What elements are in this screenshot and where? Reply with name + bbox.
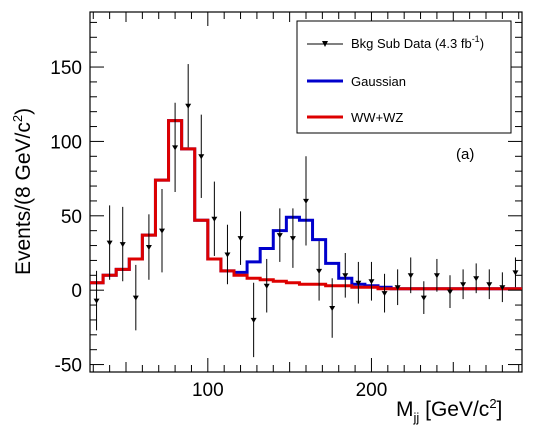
y-tick-label: 50 xyxy=(61,207,82,228)
y-axis-title: Events/(8 GeV/c2) xyxy=(10,108,35,275)
point-marker xyxy=(159,228,165,234)
x-tick-label: 200 xyxy=(356,380,388,401)
data-point xyxy=(342,252,349,298)
legend-data-label: Bkg Sub Data (4.3 fb-1) xyxy=(351,34,484,51)
point-marker xyxy=(93,298,100,304)
data-point xyxy=(224,224,231,285)
point-marker xyxy=(486,282,493,288)
legend-box xyxy=(296,20,512,134)
point-marker xyxy=(250,317,257,323)
data-point xyxy=(132,264,139,331)
point-marker xyxy=(276,233,283,239)
data-point xyxy=(329,278,336,338)
data-point xyxy=(381,273,388,313)
point-marker xyxy=(394,285,401,291)
point-marker xyxy=(473,276,480,282)
data-point xyxy=(407,257,414,294)
data-point xyxy=(394,269,401,306)
point-marker xyxy=(263,283,270,289)
y-tick-label: 0 xyxy=(71,281,82,302)
data-point xyxy=(447,275,453,309)
legend-gaussian-label: Gaussian xyxy=(351,74,406,89)
data-point xyxy=(237,211,244,265)
y-tick-label: -50 xyxy=(55,356,82,377)
annotation-a: (a) xyxy=(456,146,474,163)
point-marker xyxy=(119,242,126,248)
point-marker xyxy=(172,145,179,151)
data-point xyxy=(198,114,205,198)
data-point xyxy=(250,282,257,358)
data-point xyxy=(106,205,113,280)
point-marker xyxy=(420,295,427,301)
data-point xyxy=(276,208,283,262)
data-point xyxy=(145,214,152,280)
point-marker xyxy=(329,306,336,312)
point-marker xyxy=(185,103,192,109)
data-point xyxy=(185,64,192,148)
data-point xyxy=(355,261,362,304)
point-marker xyxy=(512,270,519,276)
point-marker xyxy=(211,216,218,222)
point-marker xyxy=(499,285,506,291)
data-point xyxy=(368,261,375,301)
data-point xyxy=(93,270,100,331)
x-tick-label: 100 xyxy=(192,380,224,401)
data-point xyxy=(316,241,323,301)
legend: Bkg Sub Data (4.3 fb-1) Gaussian WW+WZ xyxy=(296,20,512,134)
point-marker xyxy=(355,280,362,286)
data-point xyxy=(263,258,270,313)
data-point xyxy=(512,257,519,288)
data-point xyxy=(473,263,480,294)
data-point xyxy=(486,269,493,300)
wwwz-histogram xyxy=(90,119,522,291)
point-marker xyxy=(145,245,152,251)
legend-wwwz-label: WW+WZ xyxy=(351,110,403,125)
point-marker xyxy=(106,240,113,246)
point-marker xyxy=(460,282,467,288)
point-marker xyxy=(237,236,244,242)
point-marker xyxy=(407,273,414,279)
point-marker xyxy=(224,252,231,258)
point-marker xyxy=(342,273,349,279)
data-point xyxy=(289,208,296,268)
data-point xyxy=(211,181,218,256)
data-point xyxy=(433,258,440,292)
point-marker xyxy=(289,236,296,242)
y-tick-label: 150 xyxy=(50,58,82,79)
data-point xyxy=(172,102,179,192)
data-point xyxy=(420,281,427,314)
point-marker xyxy=(316,268,323,274)
point-marker xyxy=(303,198,309,204)
data-point xyxy=(303,156,309,246)
point-marker xyxy=(132,295,139,301)
legend-data-marker xyxy=(322,41,328,47)
point-marker xyxy=(198,154,205,160)
data-point xyxy=(119,206,126,282)
point-marker xyxy=(433,273,440,279)
point-marker xyxy=(368,279,375,285)
point-marker xyxy=(447,289,453,295)
point-marker xyxy=(381,291,388,297)
data-point xyxy=(159,189,165,273)
data-point xyxy=(499,272,506,303)
data-point xyxy=(460,269,467,300)
y-tick-label: 100 xyxy=(50,132,82,153)
x-axis-title: Mjj [GeV/c2] xyxy=(396,396,502,425)
